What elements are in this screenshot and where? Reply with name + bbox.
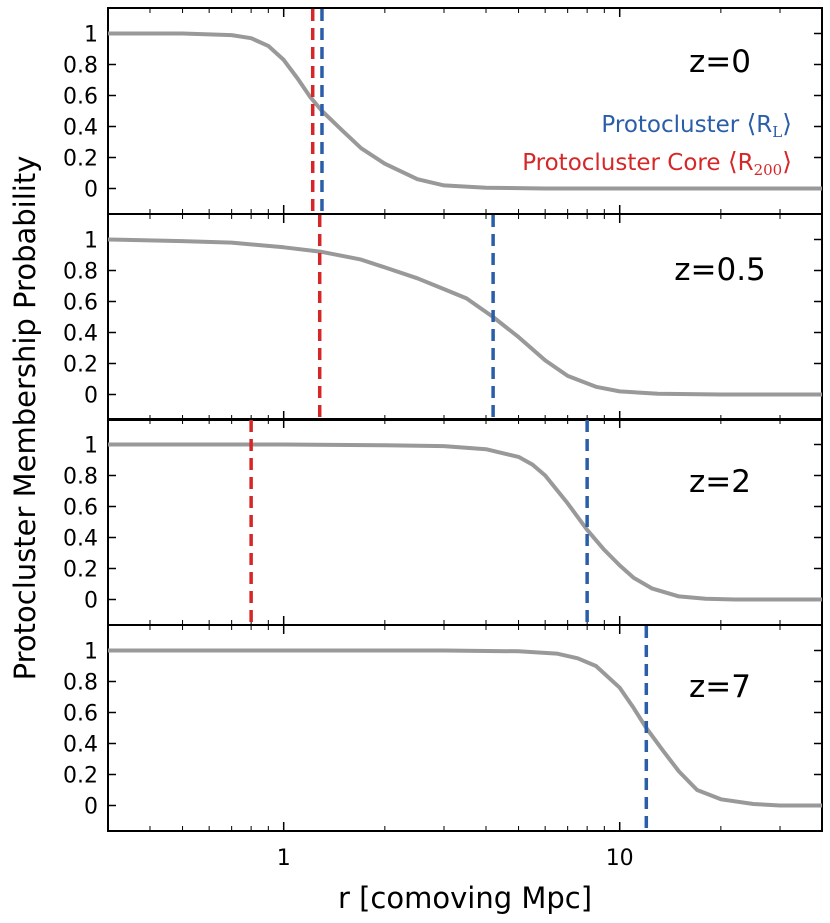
y-tick-label: 1	[84, 229, 98, 254]
y-tick-label: 0.6	[63, 85, 98, 110]
legend-entry-subscript: 200	[754, 161, 783, 179]
panel-label-2: z=2	[689, 464, 751, 500]
panel-frame	[107, 7, 823, 215]
y-tick-label: 1	[84, 434, 98, 459]
y-tick-label: 0	[84, 589, 98, 614]
x-axis: 1 10	[277, 846, 634, 871]
legend-close-bracket: ⟩	[782, 147, 792, 176]
legend-entry-1: Protocluster Core ⟨R200⟩	[522, 147, 792, 179]
legend-entry-name: Protocluster Core	[522, 150, 728, 176]
panel-2: 0 0.2 0.4 0.6 0.8 1 z=2	[63, 418, 823, 626]
y-tick-label: 0.8	[63, 465, 98, 490]
panel-0: 0 0.2 0.4 0.6 0.8 1 z=0	[63, 7, 823, 215]
y-tick-label: 0.8	[63, 671, 98, 696]
y-tick-label: 0.4	[63, 733, 98, 758]
y-tick-label: 0.2	[63, 147, 98, 172]
panel-label-1: z=0.5	[674, 252, 766, 288]
panel-frame	[107, 418, 823, 626]
y-tick-label: 0.6	[63, 291, 98, 316]
x-axis-label: r [comoving Mpc]	[338, 881, 592, 915]
legend-entry-subscript: L	[772, 123, 782, 141]
membership-curve-0	[108, 31, 822, 191]
y-tick-label: 0.4	[63, 527, 98, 552]
legend-entry-0: Protocluster ⟨RL⟩	[601, 109, 792, 141]
y-tick-label: 1	[84, 23, 98, 48]
y-tick-label: 0	[84, 384, 98, 409]
panel-label-3: z=7	[689, 669, 751, 705]
membership-curve-2	[108, 442, 822, 602]
y-tick-label: 0.2	[63, 764, 98, 789]
y-tick-label: 0.6	[63, 496, 98, 521]
y-tick-label: 0.2	[63, 353, 98, 378]
y-tick-label: 0.6	[63, 702, 98, 727]
membership-curve-3	[108, 648, 822, 808]
legend-close-bracket: ⟩	[782, 109, 792, 138]
legend-entry-name: Protocluster	[601, 112, 746, 138]
legend: Protocluster ⟨RL⟩Protocluster Core ⟨R200…	[522, 109, 792, 179]
y-tick-label: 0.4	[63, 322, 98, 347]
legend-open-bracket: ⟨	[728, 147, 738, 176]
y-tick-label: 0.8	[63, 54, 98, 79]
legend-open-bracket: ⟨	[747, 109, 757, 138]
membership-curve-1	[107, 237, 822, 397]
panel-frame	[107, 213, 823, 421]
y-tick-label: 0	[84, 178, 98, 203]
y-tick-label: 0	[84, 795, 98, 820]
y-tick-label: 0.8	[63, 260, 98, 285]
legend-entry-symbol: R	[738, 150, 754, 176]
panel-label-0: z=0	[689, 44, 751, 80]
x-tick-label: 1	[277, 846, 291, 871]
panels-group: 0 0.2 0.4 0.6 0.8 1 z=0 0 0.2 0.4 0.6 0.8 1 z=0.5 0 0.2…	[63, 7, 823, 832]
y-axis-label: Protocluster Membership Probability	[8, 156, 42, 681]
panel-frame	[107, 624, 823, 832]
y-tick-label: 0.4	[63, 116, 98, 141]
x-tick-label: 10	[606, 846, 634, 871]
y-tick-label: 1	[84, 640, 98, 665]
y-tick-label: 0.2	[63, 558, 98, 583]
legend-entry-symbol: R	[756, 112, 772, 138]
panel-3: 0 0.2 0.4 0.6 0.8 1 z=7	[63, 624, 823, 832]
panel-1: 0 0.2 0.4 0.6 0.8 1 z=0.5	[63, 213, 823, 421]
